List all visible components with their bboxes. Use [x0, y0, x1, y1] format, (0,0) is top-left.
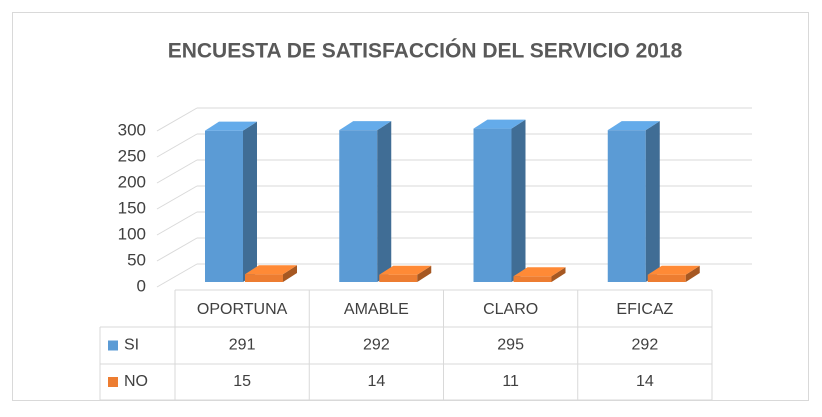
grid-line: [156, 211, 198, 236]
bar: [473, 128, 512, 282]
grid-line: [156, 263, 198, 288]
bar-top: [205, 121, 257, 131]
table-value: 14: [367, 373, 385, 390]
bar-side: [417, 265, 432, 282]
table-value: 291: [229, 337, 256, 354]
grid-line: [156, 133, 198, 158]
grid-line: [156, 159, 198, 184]
bar-side: [685, 265, 700, 282]
bar-side: [511, 119, 526, 282]
bar-side: [377, 121, 392, 282]
legend-label: NO: [124, 373, 148, 390]
grid-line: [156, 107, 198, 132]
grid-line: [156, 185, 198, 210]
legend-label: SI: [124, 337, 139, 354]
bar: [245, 274, 283, 282]
bar-top: [473, 119, 526, 129]
bar: [205, 130, 243, 282]
bar-top: [379, 265, 432, 275]
table-value: 11: [502, 373, 519, 390]
x-tick-label: OPORTUNA: [197, 301, 288, 318]
table-value: 295: [497, 337, 524, 354]
table-value: 14: [636, 373, 654, 390]
table-value: 292: [632, 337, 659, 354]
bar: [379, 274, 418, 282]
bar-top: [607, 121, 660, 131]
chart-title: ENCUESTA DE SATISFACCIÓN DEL SERVICIO 20…: [168, 39, 683, 63]
y-tick-label: 150: [118, 198, 146, 217]
y-tick-label: 300: [118, 120, 146, 139]
chart-border: [12, 12, 809, 401]
bar-side: [243, 121, 257, 283]
grid-line: [156, 237, 198, 262]
legend-swatch: [108, 340, 118, 351]
bar: [607, 130, 646, 282]
bar-top: [647, 265, 700, 275]
table-value: 15: [233, 373, 251, 390]
y-tick-label: 0: [137, 276, 146, 295]
bar-top: [339, 121, 392, 131]
bar-side: [645, 121, 660, 282]
y-tick-label: 50: [127, 250, 146, 269]
x-tick-label: AMABLE: [344, 301, 409, 318]
y-tick-label: 100: [118, 224, 146, 243]
bar: [647, 274, 686, 282]
y-tick-label: 250: [118, 146, 146, 165]
bar-top: [245, 265, 297, 275]
x-tick-label: EFICAZ: [616, 301, 673, 318]
y-tick-label: 200: [118, 172, 146, 191]
table-value: 292: [363, 337, 390, 354]
bar: [339, 130, 378, 282]
bar-side: [551, 267, 566, 282]
x-tick-label: CLARO: [483, 301, 538, 318]
bar: [513, 276, 552, 282]
bar-top: [513, 267, 566, 277]
legend-swatch: [108, 377, 118, 387]
bar-side: [283, 265, 297, 282]
